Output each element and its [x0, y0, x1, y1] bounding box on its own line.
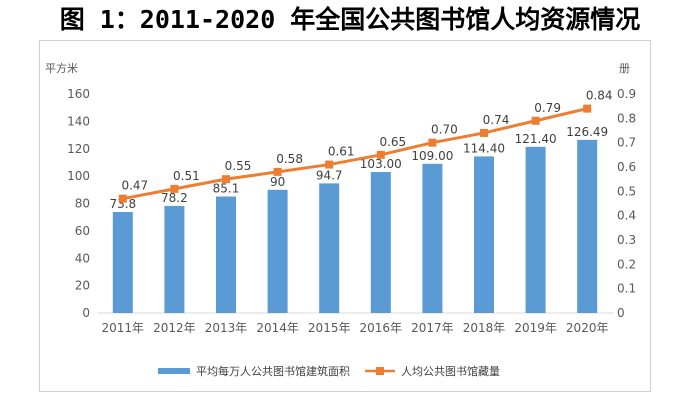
line-data-label: 0.55 [225, 159, 252, 173]
y-right-tick-label: 0.2 [617, 257, 636, 271]
bar-data-label: 73.8 [109, 197, 136, 211]
bar-data-label: 78.2 [161, 191, 188, 205]
x-tick-label: 2017年 [411, 321, 454, 335]
y-left-tick-label: 60 [75, 224, 90, 238]
bar [370, 172, 391, 313]
y-right-tick-label: 0.4 [617, 209, 636, 223]
bar-data-label: 85.1 [213, 182, 240, 196]
line-point [583, 104, 592, 113]
line-point [325, 160, 334, 169]
bar [216, 196, 236, 313]
line-point [428, 138, 437, 147]
x-tick-labels: 2011年 2012年 2013年 2014年 2015年 2016年 2017年 2018年… [102, 321, 609, 335]
y-right-ticks: 0 0.1 0.2 0.3 0.4 0.5 0.6 0.7 0.8 0.9 [617, 87, 636, 320]
line-data-label: 0.47 [121, 179, 148, 193]
legend: 平均每万人公共图书馆建筑面积 人均公共图书馆藏量 [158, 364, 500, 378]
line-point [531, 116, 540, 125]
line-data-labels: 0.47 0.51 0.55 0.58 0.61 0.65 0.70 0.74 0.79 0.84 [121, 89, 612, 193]
page-title: 图 1：2011-2020 年全国公共图书馆人均资源情况 [59, 5, 641, 34]
y-right-tick-label: 0.8 [617, 111, 636, 125]
legend-line-marker [376, 367, 384, 375]
line-data-label: 0.58 [276, 152, 303, 166]
y-right-tick-label: 0.6 [617, 160, 636, 174]
bar [112, 211, 133, 313]
legend-bar-swatch [158, 368, 190, 374]
chart-frame [39, 40, 651, 392]
line-data-label: 0.61 [328, 145, 355, 159]
bar [319, 183, 340, 313]
y-right-tick-label: 0 [617, 306, 625, 320]
y-right-tick-label: 0.3 [617, 233, 636, 247]
x-tick-label: 2011年 [102, 321, 145, 335]
x-tick-label: 2014年 [256, 321, 299, 335]
y-left-tick-label: 140 [67, 114, 90, 128]
bar-data-label: 114.40 [463, 141, 505, 155]
line-point [480, 128, 488, 137]
line-data-label: 0.84 [586, 89, 613, 103]
legend-bar-label: 平均每万人公共图书馆建筑面积 [196, 364, 350, 378]
y-right-tick-label: 0.9 [617, 87, 636, 101]
y-left-tick-label: 40 [75, 251, 90, 265]
line-data-label: 0.74 [483, 113, 510, 127]
y-right-tick-label: 0.1 [617, 282, 636, 296]
x-tick-label: 2015年 [308, 321, 351, 335]
bar [267, 189, 288, 313]
bar [164, 205, 185, 313]
y-right-axis-label: 册 [619, 62, 630, 75]
y-left-ticks: 0 20 40 60 80 100 120 140 160 [67, 87, 90, 320]
x-tick-label: 2012年 [153, 321, 196, 335]
y-left-tick-label: 20 [75, 279, 90, 293]
bar-data-label: 94.7 [316, 168, 343, 182]
line-data-label: 0.79 [534, 101, 561, 115]
line-data-label: 0.65 [379, 135, 406, 149]
y-left-axis-label: 平方米 [45, 61, 78, 75]
line-point [170, 184, 179, 193]
x-tick-label: 2016年 [360, 321, 403, 335]
y-left-tick-label: 80 [75, 197, 90, 211]
line-point [118, 194, 127, 203]
x-tick-label: 2013年 [205, 321, 248, 335]
line-point [222, 175, 230, 184]
bar-data-label: 103.00 [360, 157, 402, 171]
y-left-tick-label: 100 [67, 169, 90, 183]
y-right-tick-label: 0.7 [617, 136, 636, 150]
bar-data-label: 90 [270, 175, 285, 189]
bar-data-labels: 73.8 78.2 85.1 90 94.7 103.00 109.00 114.40 121.… [109, 125, 608, 211]
line-data-label: 0.70 [431, 123, 458, 137]
y-left-tick-label: 160 [67, 87, 90, 101]
x-tick-label: 2020年 [566, 321, 609, 335]
y-left-tick-label: 0 [82, 306, 90, 320]
x-tick-label: 2019年 [514, 321, 557, 335]
bar-data-label: 121.40 [515, 132, 557, 146]
bar-data-label: 109.00 [411, 149, 453, 163]
line-data-label: 0.51 [173, 169, 200, 183]
line-point [273, 167, 282, 176]
bar-data-label: 126.49 [566, 125, 608, 139]
bar [422, 163, 443, 313]
bar [577, 139, 598, 313]
y-left-tick-label: 120 [67, 142, 90, 156]
line-path [122, 107, 588, 201]
line-series [118, 104, 592, 203]
y-right-tick-label: 0.5 [617, 184, 636, 198]
bar [474, 156, 494, 313]
line-point [376, 150, 385, 159]
legend-line-label: 人均公共图书馆藏量 [401, 364, 500, 378]
bar [525, 146, 546, 313]
x-tick-label: 2018年 [463, 321, 506, 335]
bar-series [112, 139, 598, 313]
